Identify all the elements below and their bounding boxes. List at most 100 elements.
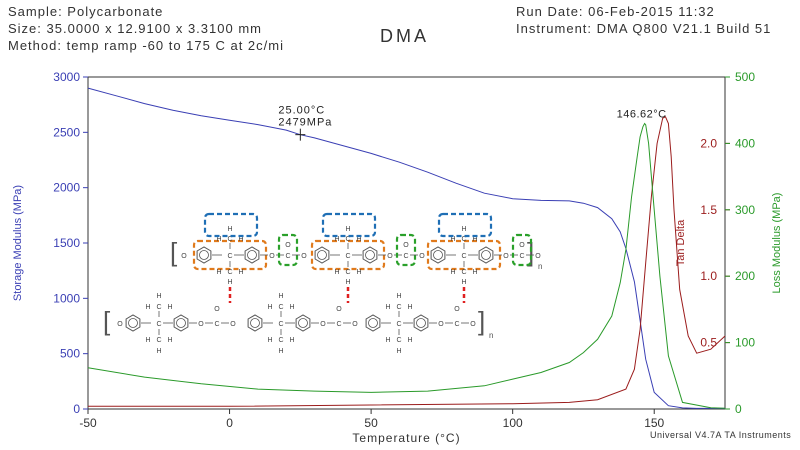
method-label: Method: temp ramp -60 to 175 C at 2c/mi bbox=[8, 38, 284, 53]
benzene-ring-inner bbox=[250, 318, 260, 328]
y-loss-axis-label: Loss Modulus (MPa) bbox=[771, 193, 783, 294]
benzene-ring-inner bbox=[128, 318, 138, 328]
carbon-atom: C bbox=[156, 321, 161, 328]
hydrogen-atom: H bbox=[461, 279, 466, 286]
hydrogen-atom: H bbox=[450, 236, 455, 243]
oxygen-atom: O bbox=[320, 321, 326, 328]
hydrogen-atom: H bbox=[167, 304, 172, 311]
carbonyl-oxygen: O bbox=[285, 242, 291, 249]
methyl-carbon: C bbox=[345, 269, 350, 276]
hydrogen-atom: H bbox=[227, 279, 232, 286]
benzene-ring-inner bbox=[433, 250, 443, 260]
methyl-carbon: C bbox=[156, 304, 161, 311]
oxygen-atom: O bbox=[503, 253, 509, 260]
y-loss-tick-label: 200 bbox=[735, 269, 755, 283]
hydrogen-atom: H bbox=[145, 304, 150, 311]
carbonyl-oxygen: O bbox=[454, 306, 460, 313]
carbonyl-carbon: C bbox=[403, 253, 408, 260]
y-left-tick-label: 1500 bbox=[53, 236, 80, 250]
bracket-right: ] bbox=[478, 306, 485, 336]
sample-label: Sample: Polycarbonate bbox=[8, 4, 164, 19]
annotation-modulus: 2479MPa bbox=[278, 117, 332, 129]
carbonyl-highlight bbox=[277, 233, 299, 267]
benzene-ring bbox=[125, 314, 141, 332]
hydrogen-atom: H bbox=[345, 279, 350, 286]
oxygen-atom: O bbox=[419, 253, 425, 260]
methyl-carbon: C bbox=[461, 269, 466, 276]
chain-subscript: n bbox=[538, 262, 542, 271]
oxygen-atom: O bbox=[535, 253, 541, 260]
x-tick-label: 100 bbox=[503, 416, 523, 430]
carbon-atom: C bbox=[227, 253, 232, 260]
y-tan-tick-label: 0.5 bbox=[700, 336, 717, 350]
hydrogen-atom: H bbox=[267, 304, 272, 311]
hydrogen-atom: H bbox=[145, 337, 150, 344]
hydrogen-atom: H bbox=[238, 236, 243, 243]
hydrogen-atom: H bbox=[356, 236, 361, 243]
carbon-atom: C bbox=[278, 321, 283, 328]
oxygen-atom: O bbox=[117, 321, 123, 328]
storage-modulus-line bbox=[87, 87, 725, 409]
y-tan-tick-label: 1.0 bbox=[700, 269, 717, 283]
oxygen-atom: O bbox=[352, 321, 358, 328]
benzene-ring-inner bbox=[176, 318, 186, 328]
y-loss-tick-label: 300 bbox=[735, 203, 755, 217]
methyl-carbon: C bbox=[227, 236, 232, 243]
carbonyl-oxygen: O bbox=[336, 306, 342, 313]
hydrogen-atom: H bbox=[216, 236, 221, 243]
annotation-peak-temp: 146.62°C bbox=[617, 108, 667, 120]
methyl-carbon: C bbox=[396, 337, 401, 344]
hydrogen-atom: H bbox=[450, 269, 455, 276]
benzene-ring-inner bbox=[365, 250, 375, 260]
y-left-tick-label: 0 bbox=[73, 402, 80, 416]
oxygen-atom: O bbox=[269, 253, 275, 260]
carbonyl-highlight bbox=[395, 233, 417, 267]
benzene-ring bbox=[413, 314, 429, 332]
oxygen-atom: O bbox=[230, 321, 236, 328]
footer-label: Universal V4.7A TA Instruments bbox=[650, 430, 792, 440]
carbon-atom: C bbox=[461, 253, 466, 260]
x-tick-label: 0 bbox=[226, 416, 233, 430]
hydrogen-atom: H bbox=[278, 348, 283, 355]
hydrogen-atom: H bbox=[156, 348, 161, 355]
hydrogen-atom: H bbox=[289, 304, 294, 311]
methyl-carbon: C bbox=[227, 269, 232, 276]
benzene-ring-inner bbox=[317, 250, 327, 260]
benzene-ring bbox=[196, 246, 212, 264]
carbon-atom: C bbox=[345, 253, 350, 260]
y-left-tick-label: 2000 bbox=[53, 181, 80, 195]
hydrogen-atom: H bbox=[289, 337, 294, 344]
oxygen-atom: O bbox=[181, 253, 187, 260]
hydrogen-atom: H bbox=[407, 304, 412, 311]
benzene-ring-inner bbox=[298, 318, 308, 328]
methyl-carbon: C bbox=[156, 337, 161, 344]
oxygen-atom: O bbox=[301, 253, 307, 260]
hydrogen-atom: H bbox=[472, 236, 477, 243]
hydrogen-atom: H bbox=[345, 226, 350, 233]
instrument-label: Instrument: DMA Q800 V21.1 Build 51 bbox=[516, 21, 772, 36]
y-left-tick-label: 3000 bbox=[53, 70, 80, 84]
y-left-tick-label: 2500 bbox=[53, 125, 80, 139]
methyl-highlight bbox=[321, 212, 377, 238]
carbonyl-carbon: C bbox=[454, 321, 459, 328]
hydrogen-atom: H bbox=[238, 269, 243, 276]
carbonyl-carbon: C bbox=[285, 253, 290, 260]
methyl-carbon: C bbox=[345, 236, 350, 243]
x-tick-label: 50 bbox=[364, 416, 378, 430]
y-tan-axis-label: Tan Delta bbox=[675, 219, 687, 266]
oxygen-atom: O bbox=[198, 321, 204, 328]
hydrogen-atom: H bbox=[216, 269, 221, 276]
hydrogen-atom: H bbox=[385, 337, 390, 344]
hydrogen-atom: H bbox=[385, 304, 390, 311]
carbonyl-carbon: C bbox=[336, 321, 341, 328]
carbonyl-oxygen: O bbox=[519, 242, 525, 249]
carbonyl-carbon: C bbox=[519, 253, 524, 260]
y-tan-tick-label: 1.5 bbox=[700, 203, 717, 217]
methyl-carbon: C bbox=[278, 337, 283, 344]
x-axis-label: Temperature (°C) bbox=[352, 431, 460, 445]
bracket-right: ] bbox=[527, 237, 534, 267]
oxygen-atom: O bbox=[438, 321, 444, 328]
benzene-ring-inner bbox=[247, 250, 257, 260]
